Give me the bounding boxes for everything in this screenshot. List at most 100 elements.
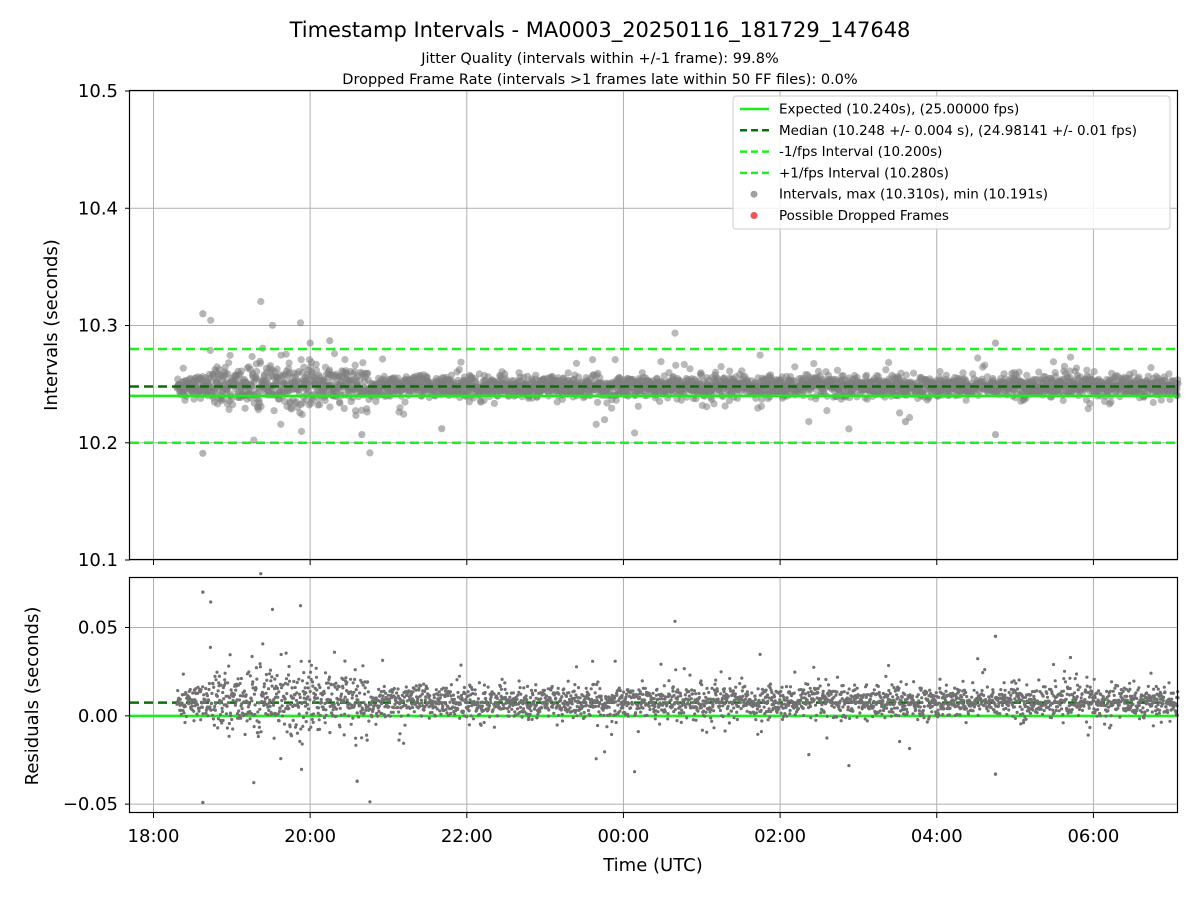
- residual-point: [741, 694, 745, 698]
- residual-point: [303, 700, 307, 704]
- residual-point: [750, 691, 754, 695]
- residual-point: [571, 716, 575, 720]
- interval-point: [942, 371, 951, 379]
- residual-point: [179, 712, 183, 716]
- residual-point: [321, 707, 326, 712]
- residual-point: [398, 702, 402, 706]
- residual-point: [256, 734, 260, 739]
- interval-point: [983, 373, 992, 381]
- residual-point: [621, 706, 625, 710]
- residual-point: [227, 721, 231, 726]
- interval-point: [863, 395, 871, 403]
- residual-point: [542, 688, 547, 692]
- residual-point: [738, 681, 742, 686]
- residual-point: [616, 703, 620, 707]
- residual-point: [254, 666, 258, 670]
- residual-point: [216, 689, 220, 693]
- residual-point: [335, 687, 339, 691]
- interval-outlier-point: [991, 339, 1000, 347]
- residual-point: [702, 704, 707, 708]
- residual-point: [807, 694, 812, 698]
- residual-point: [231, 727, 235, 731]
- residual-point: [420, 714, 424, 718]
- interval-point: [455, 366, 463, 374]
- residual-point: [516, 693, 520, 697]
- residual-point: [453, 712, 457, 717]
- residual-point: [327, 677, 331, 682]
- residual-point: [630, 702, 634, 706]
- residual-point: [419, 698, 423, 702]
- residual-point: [328, 731, 332, 735]
- residual-point: [793, 713, 797, 717]
- residual-point: [199, 718, 203, 722]
- residual-point: [197, 709, 201, 713]
- residual-point: [676, 701, 680, 706]
- residual-point: [513, 713, 518, 717]
- residual-point: [364, 708, 368, 712]
- residual-point: [309, 677, 313, 682]
- residual-point: [292, 679, 296, 684]
- residual-point: [395, 691, 399, 695]
- residual-point: [251, 686, 255, 690]
- interval-point: [608, 404, 616, 412]
- interval-point: [672, 361, 680, 369]
- residual-point: [307, 659, 312, 663]
- residual-point: [227, 664, 231, 668]
- residual-point: [753, 694, 757, 698]
- residual-point: [602, 713, 606, 718]
- residual-point: [377, 687, 381, 692]
- residual-point: [353, 702, 357, 706]
- residual-point: [519, 692, 523, 696]
- residual-point: [209, 708, 213, 712]
- residual-point: [298, 604, 303, 608]
- residual-point: [278, 706, 282, 710]
- residual-point: [768, 715, 772, 719]
- residual-point: [317, 727, 322, 731]
- residual-point: [309, 725, 313, 729]
- residual-point: [397, 738, 401, 742]
- residual-point: [534, 703, 539, 707]
- residual-point: [341, 686, 345, 690]
- residual-point: [261, 642, 265, 646]
- residual-point: [257, 725, 261, 729]
- residual-point: [355, 694, 359, 698]
- residual-point: [362, 700, 366, 705]
- residual-point: [768, 682, 773, 686]
- residual-point: [260, 700, 264, 704]
- residual-point: [425, 686, 429, 691]
- residual-point: [293, 685, 297, 690]
- residual-point: [671, 689, 675, 693]
- interval-point: [253, 367, 261, 376]
- residual-point: [222, 683, 226, 687]
- residual-point: [380, 702, 384, 706]
- residual-point: [743, 697, 748, 702]
- residual-point: [806, 691, 810, 695]
- residual-point: [302, 671, 306, 675]
- residual-point: [463, 692, 467, 696]
- residual-point: [590, 699, 594, 703]
- residual-point: [224, 712, 228, 716]
- residual-point: [706, 700, 711, 704]
- residual-point: [721, 715, 725, 719]
- residual-point: [296, 701, 300, 705]
- residual-point: [322, 716, 327, 720]
- residual-point: [634, 711, 638, 715]
- residual-point: [559, 697, 563, 701]
- residual-point: [503, 695, 507, 700]
- residual-point: [366, 690, 370, 694]
- residual-point: [643, 686, 647, 691]
- interval-point: [352, 411, 360, 419]
- residual-point: [277, 719, 281, 723]
- residual-point: [285, 730, 289, 734]
- residual-point: [786, 699, 790, 703]
- residual-point: [697, 691, 701, 696]
- residual-point: [770, 690, 774, 695]
- residual-point: [411, 705, 415, 710]
- residual-point: [408, 706, 412, 711]
- residual-point: [719, 692, 723, 696]
- residual-point: [334, 714, 338, 718]
- residual-point: [716, 697, 720, 701]
- residual-point: [297, 692, 302, 696]
- residual-point: [502, 706, 506, 710]
- interval-point: [564, 369, 572, 377]
